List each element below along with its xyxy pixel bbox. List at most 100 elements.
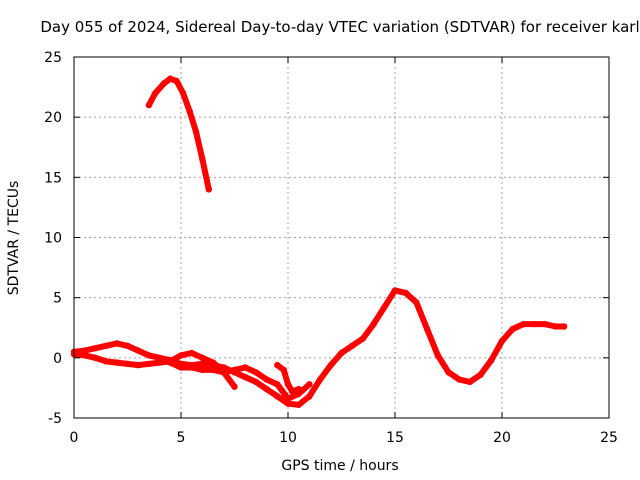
data-point (509, 325, 516, 333)
data-point (284, 395, 292, 402)
data-point (92, 354, 99, 361)
data-point (252, 369, 260, 376)
data-point (498, 337, 506, 345)
data-point (81, 347, 88, 354)
x-tick-label: 5 (177, 430, 186, 446)
data-point (466, 378, 474, 386)
data-point (445, 369, 452, 376)
data-point (560, 323, 568, 330)
x-axis-label: GPS time / hours (281, 458, 398, 474)
data-point (284, 381, 292, 388)
data-point (231, 383, 238, 390)
data-point (338, 349, 345, 357)
data-point (192, 128, 200, 135)
data-point (113, 359, 121, 366)
data-point (205, 186, 212, 193)
x-tick-label: 20 (493, 430, 511, 446)
data-point (173, 77, 180, 85)
y-tick-label: 25 (44, 50, 62, 66)
data-point (263, 385, 270, 393)
data-series (70, 75, 568, 408)
data-point (359, 335, 367, 342)
y-tick-label: 0 (53, 351, 62, 367)
data-point (145, 101, 153, 109)
y-tick-label: -5 (48, 411, 62, 427)
data-point (252, 378, 260, 386)
data-point (349, 342, 356, 349)
data-point (263, 376, 270, 383)
data-point (145, 360, 153, 368)
data-point (177, 364, 185, 371)
data-point (434, 352, 441, 359)
data-point (284, 400, 292, 407)
data-point (402, 289, 409, 297)
series-line (71, 350, 238, 390)
data-point (199, 366, 206, 374)
data-point (289, 388, 296, 395)
data-point (520, 320, 527, 328)
data-point (370, 320, 377, 328)
data-point (530, 320, 538, 328)
data-point (156, 354, 163, 361)
data-point (316, 376, 324, 383)
data-point (102, 358, 110, 365)
data-point (541, 320, 548, 328)
data-point (295, 385, 302, 393)
data-point (124, 360, 131, 368)
chart-title: Day 055 of 2024, Sidereal Day-to-day VTE… (40, 18, 639, 36)
data-point (477, 371, 484, 378)
data-point (306, 393, 313, 400)
data-point (135, 361, 142, 369)
series-track-5 (145, 75, 212, 193)
data-point (242, 373, 249, 381)
data-point (188, 349, 195, 357)
data-point (199, 360, 206, 368)
data-point (220, 369, 227, 376)
grid-lines (74, 57, 609, 418)
data-point (124, 342, 131, 349)
data-point (179, 89, 187, 97)
data-point (391, 287, 399, 294)
data-point (280, 366, 287, 374)
series-track-4 (274, 361, 302, 395)
x-tick-label: 0 (70, 430, 79, 446)
data-point (327, 361, 334, 369)
data-point (199, 354, 206, 361)
data-point (381, 304, 388, 311)
series-line (145, 75, 212, 193)
data-point (135, 347, 142, 354)
y-tick-label: 10 (44, 231, 62, 247)
x-tick-label: 25 (600, 430, 618, 446)
data-point (167, 75, 174, 82)
data-point (145, 352, 153, 359)
data-point (274, 393, 281, 400)
y-tick-label: 20 (44, 110, 62, 126)
data-point (423, 325, 431, 333)
y-tick-label: 5 (53, 291, 62, 307)
data-point (186, 108, 193, 115)
axis-ticks: 0 5 10 15 20 25 -5 0 5 10 15 20 25 (44, 50, 618, 446)
data-point (306, 381, 313, 388)
data-point (160, 80, 168, 87)
data-point (113, 340, 121, 347)
series-track-3 (167, 359, 313, 402)
data-point (552, 323, 559, 330)
data-point (209, 366, 217, 374)
y-tick-label: 15 (44, 170, 62, 186)
data-point (231, 366, 238, 374)
data-point (156, 359, 163, 366)
series-line (71, 287, 568, 408)
data-point (295, 401, 302, 408)
data-point (152, 89, 159, 97)
data-point (456, 376, 463, 383)
data-point (274, 361, 281, 369)
data-point (92, 345, 99, 352)
data-point (188, 364, 195, 371)
data-point (274, 381, 281, 388)
data-point (177, 352, 185, 359)
data-point (488, 357, 495, 364)
data-point (199, 156, 206, 163)
data-point (81, 352, 88, 359)
data-point (167, 359, 174, 366)
